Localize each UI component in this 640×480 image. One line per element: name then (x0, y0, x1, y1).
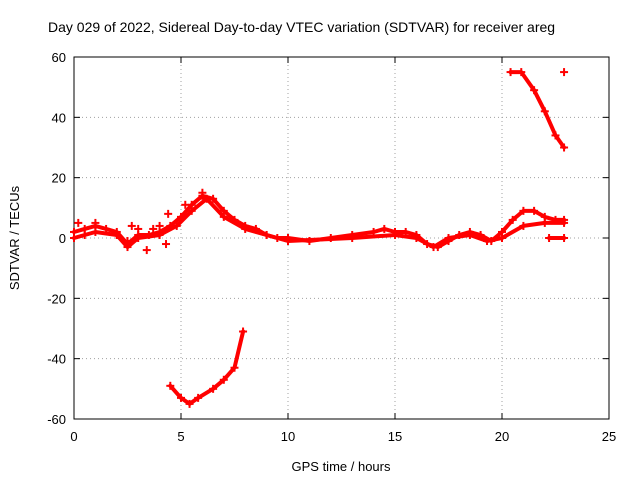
data-point (506, 68, 515, 77)
y-tick-label: 20 (52, 171, 66, 186)
outlier-point (162, 240, 171, 249)
data-point (251, 224, 260, 233)
data-point (166, 381, 175, 390)
data-point (508, 215, 517, 224)
data-point (423, 240, 432, 249)
x-tick-label: 25 (602, 429, 616, 444)
data-point (134, 234, 143, 242)
series-track-low-arc (168, 329, 246, 406)
outlier-point (181, 200, 190, 209)
data-point (219, 212, 228, 221)
data-point (551, 215, 560, 224)
data-point (560, 218, 569, 227)
data-point (530, 206, 539, 215)
outlier-point (74, 218, 83, 227)
x-tick-label: 5 (177, 429, 184, 444)
outlier-point (155, 221, 164, 230)
data-point (177, 393, 185, 402)
data-point (540, 218, 549, 227)
y-tick-label: -60 (47, 412, 66, 427)
data-point (380, 224, 389, 233)
data-point (230, 363, 239, 372)
data-point (519, 221, 528, 230)
data-point (273, 234, 282, 242)
data-point (519, 206, 528, 215)
outlier-point (560, 68, 569, 77)
data-point (284, 237, 292, 246)
data-point (465, 230, 474, 239)
outlier-point (149, 224, 158, 233)
data-point (172, 221, 181, 230)
data-point (483, 237, 492, 246)
x-tick-label: 20 (495, 429, 509, 444)
data-point (177, 212, 185, 221)
data-point (412, 234, 421, 242)
axis-ticks: 0 5 10 15 20 25 -60 -40 -20 0 20 40 60 (47, 50, 616, 444)
data-point (144, 230, 153, 239)
outlier-point (127, 221, 136, 230)
x-tick-label: 0 (70, 429, 77, 444)
data-point (241, 224, 250, 233)
data-point (80, 230, 89, 239)
y-tick-label: 0 (59, 231, 66, 246)
data-point (219, 375, 228, 384)
data-point (305, 237, 314, 246)
data-point (540, 107, 549, 116)
data-point (230, 215, 239, 224)
y-tick-label: -20 (47, 291, 66, 306)
data-point (429, 243, 438, 252)
x-tick-label: 10 (281, 429, 295, 444)
outlier-point (142, 246, 151, 255)
data-point (91, 227, 100, 236)
y-tick-label: -40 (47, 352, 66, 367)
outlier-point (134, 224, 143, 233)
data-point (348, 234, 357, 242)
outlier-point (198, 188, 207, 197)
data-point (209, 384, 218, 393)
data-point (202, 194, 211, 203)
x-axis-label: GPS time / hours (292, 459, 391, 474)
data-point (545, 234, 554, 242)
data-point (444, 234, 453, 242)
data-point (560, 143, 569, 152)
y-axis-label: SDTVAR / TECUs (7, 185, 22, 290)
data-point (326, 234, 335, 242)
y-tick-label: 40 (52, 110, 66, 125)
x-tick-label: 15 (388, 429, 402, 444)
data-point (391, 230, 399, 239)
outlier-point (91, 218, 100, 227)
data-point (401, 227, 410, 236)
data-point (239, 327, 248, 336)
data-point (517, 68, 526, 77)
data-point (476, 230, 485, 239)
data-point (530, 86, 539, 95)
data-point (185, 399, 194, 408)
data-point (560, 234, 569, 242)
data-point (262, 230, 271, 239)
data-point (70, 234, 78, 242)
data-point (551, 131, 560, 140)
data-point (155, 230, 164, 239)
data-point (102, 224, 111, 233)
data-markers (70, 68, 569, 408)
chart-title: Day 029 of 2022, Sidereal Day-to-day VTE… (48, 19, 555, 35)
data-point (498, 234, 506, 242)
data-point (369, 227, 378, 236)
data-point (194, 393, 203, 402)
data-point (455, 230, 464, 239)
data-point (187, 206, 196, 215)
outlier-point (112, 230, 121, 239)
outlier-point (164, 209, 173, 218)
outlier-point (123, 237, 132, 246)
y-tick-label: 60 (52, 50, 66, 65)
